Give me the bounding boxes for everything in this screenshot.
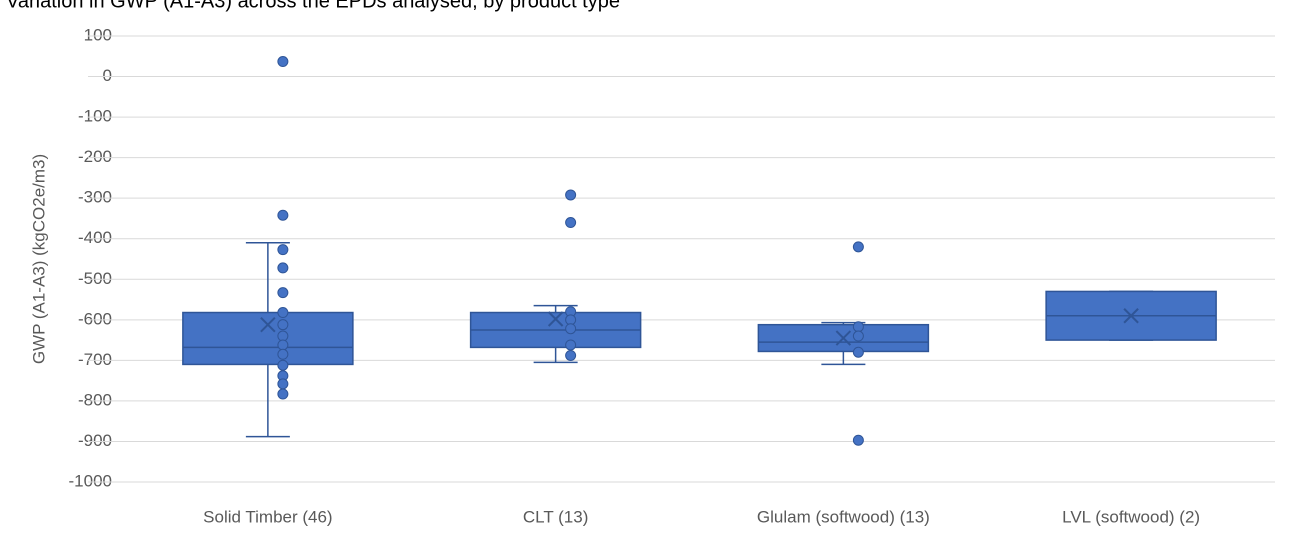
data-point xyxy=(565,323,577,335)
data-point xyxy=(277,339,289,351)
data-point xyxy=(852,241,864,253)
y-tick-label: -900 xyxy=(78,431,112,450)
data-point xyxy=(277,307,289,319)
mean-stroke xyxy=(835,330,852,346)
mean-marker xyxy=(260,316,276,333)
data-point xyxy=(852,434,864,446)
x-tick-label: LVL (softwood) (2) xyxy=(1062,507,1200,526)
data-point xyxy=(565,189,577,201)
data-point xyxy=(277,359,289,371)
data-point xyxy=(852,321,864,333)
y-tick-label: -200 xyxy=(78,147,112,166)
data-point xyxy=(277,378,289,390)
y-tick-label: -400 xyxy=(78,228,112,247)
data-point xyxy=(277,244,289,256)
data-point xyxy=(277,388,289,400)
data-point xyxy=(277,319,289,331)
y-tick-label: -700 xyxy=(78,350,112,369)
data-point xyxy=(565,217,577,229)
mean-marker xyxy=(1123,308,1139,324)
box xyxy=(182,311,354,366)
mean-marker xyxy=(835,330,852,346)
chart-title: Variation in GWP (A1-A3) across the EPDs… xyxy=(6,0,620,12)
mean-stroke xyxy=(547,311,564,327)
y-tick-label: 100 xyxy=(84,25,112,44)
mean-marker xyxy=(547,311,564,327)
data-point xyxy=(277,56,289,68)
data-point xyxy=(565,339,577,351)
y-tick-label: -1000 xyxy=(69,471,112,490)
data-point xyxy=(852,346,864,358)
mean-stroke xyxy=(260,316,276,333)
y-axis-label: GWP (A1-A3) (kgCO2e/m3) xyxy=(29,154,48,364)
data-point xyxy=(565,349,577,361)
x-tick-label: Solid Timber (46) xyxy=(203,507,332,526)
y-tick-label: -800 xyxy=(78,390,112,409)
y-tick-label: 0 xyxy=(103,66,112,85)
data-point xyxy=(277,262,289,274)
x-tick-label: CLT (13) xyxy=(523,507,589,526)
mean-stroke xyxy=(1123,308,1139,324)
y-tick-label: -600 xyxy=(78,309,112,328)
data-point xyxy=(852,330,864,342)
x-tick-label: Glulam (softwood) (13) xyxy=(757,507,930,526)
data-point xyxy=(277,209,289,221)
data-point xyxy=(277,348,289,360)
y-tick-label: -300 xyxy=(78,188,112,207)
y-tick-label: -500 xyxy=(78,269,112,288)
y-tick-label: -100 xyxy=(78,107,112,126)
data-point xyxy=(277,287,289,299)
